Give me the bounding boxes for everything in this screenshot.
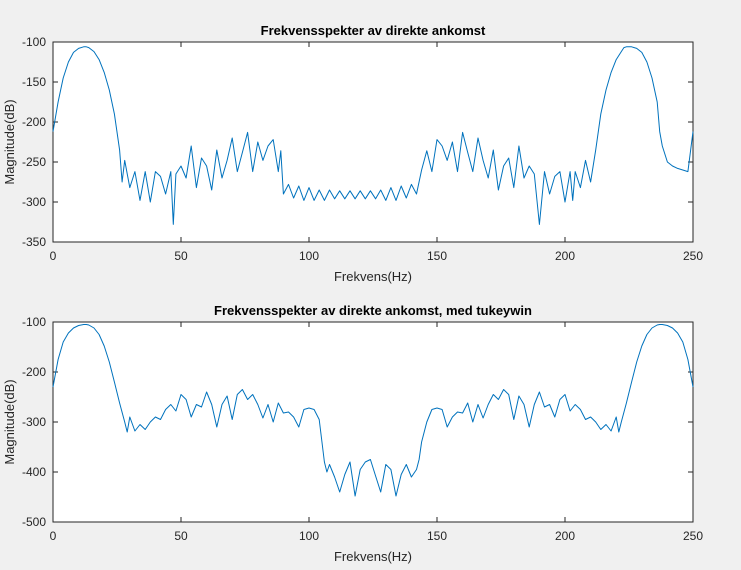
bottom-x-tick-label: 50 — [174, 529, 188, 543]
top-y-tick-label: -150 — [22, 75, 46, 89]
top-axis-ticks: 0 50 100 150 200 250 -350 -300 -250 -200 -150 -100 — [22, 35, 703, 263]
top-x-axis-label: Frekvens(Hz) — [334, 269, 412, 284]
bottom-series-line — [52, 324, 694, 497]
bottom-y-tick-label: -400 — [22, 465, 46, 479]
top-series-0-line — [52, 46, 694, 225]
top-chart-title: Frekvensspekter av direkte ankomst — [261, 23, 486, 38]
top-chart: Frekvensspekter av direkte ankomst Frekv… — [2, 23, 703, 284]
top-plot-area — [52, 41, 694, 243]
bottom-y-tick-label: -500 — [22, 515, 46, 529]
bottom-x-tick-label: 100 — [299, 529, 319, 543]
top-series-line — [52, 46, 694, 225]
bottom-x-tick-label: 0 — [50, 529, 57, 543]
top-x-tick-label: 250 — [683, 249, 703, 263]
bottom-plot-area — [52, 321, 694, 523]
bottom-y-tick-label: -100 — [22, 315, 46, 329]
bottom-x-tick-label: 200 — [555, 529, 575, 543]
top-x-tick-label: 0 — [50, 249, 57, 263]
top-y-tick-label: -350 — [22, 235, 46, 249]
top-x-tick-label: 50 — [174, 249, 188, 263]
bottom-x-tick-label: 250 — [683, 529, 703, 543]
top-y-tick-label: -200 — [22, 115, 46, 129]
top-y-axis-label: Magnitude(dB) — [2, 99, 17, 184]
top-x-tick-label: 200 — [555, 249, 575, 263]
bottom-x-tick-label: 150 — [427, 529, 447, 543]
bottom-chart-title: Frekvensspekter av direkte ankomst, med … — [214, 303, 532, 318]
top-y-tick-label: -250 — [22, 155, 46, 169]
bottom-y-axis-label: Magnitude(dB) — [2, 379, 17, 464]
top-x-tick-label: 150 — [427, 249, 447, 263]
top-y-tick-label: -300 — [22, 195, 46, 209]
bottom-series-0-line — [52, 324, 694, 497]
bottom-x-axis-label: Frekvens(Hz) — [334, 549, 412, 564]
top-y-tick-label: -100 — [22, 35, 46, 49]
bottom-chart: Frekvensspekter av direkte ankomst, med … — [2, 303, 703, 564]
top-x-tick-label: 100 — [299, 249, 319, 263]
bottom-y-tick-label: -300 — [22, 415, 46, 429]
bottom-y-tick-label: -200 — [22, 365, 46, 379]
bottom-axis-ticks: 0 50 100 150 200 250 -500 -400 -300 -200 -100 — [22, 315, 703, 543]
